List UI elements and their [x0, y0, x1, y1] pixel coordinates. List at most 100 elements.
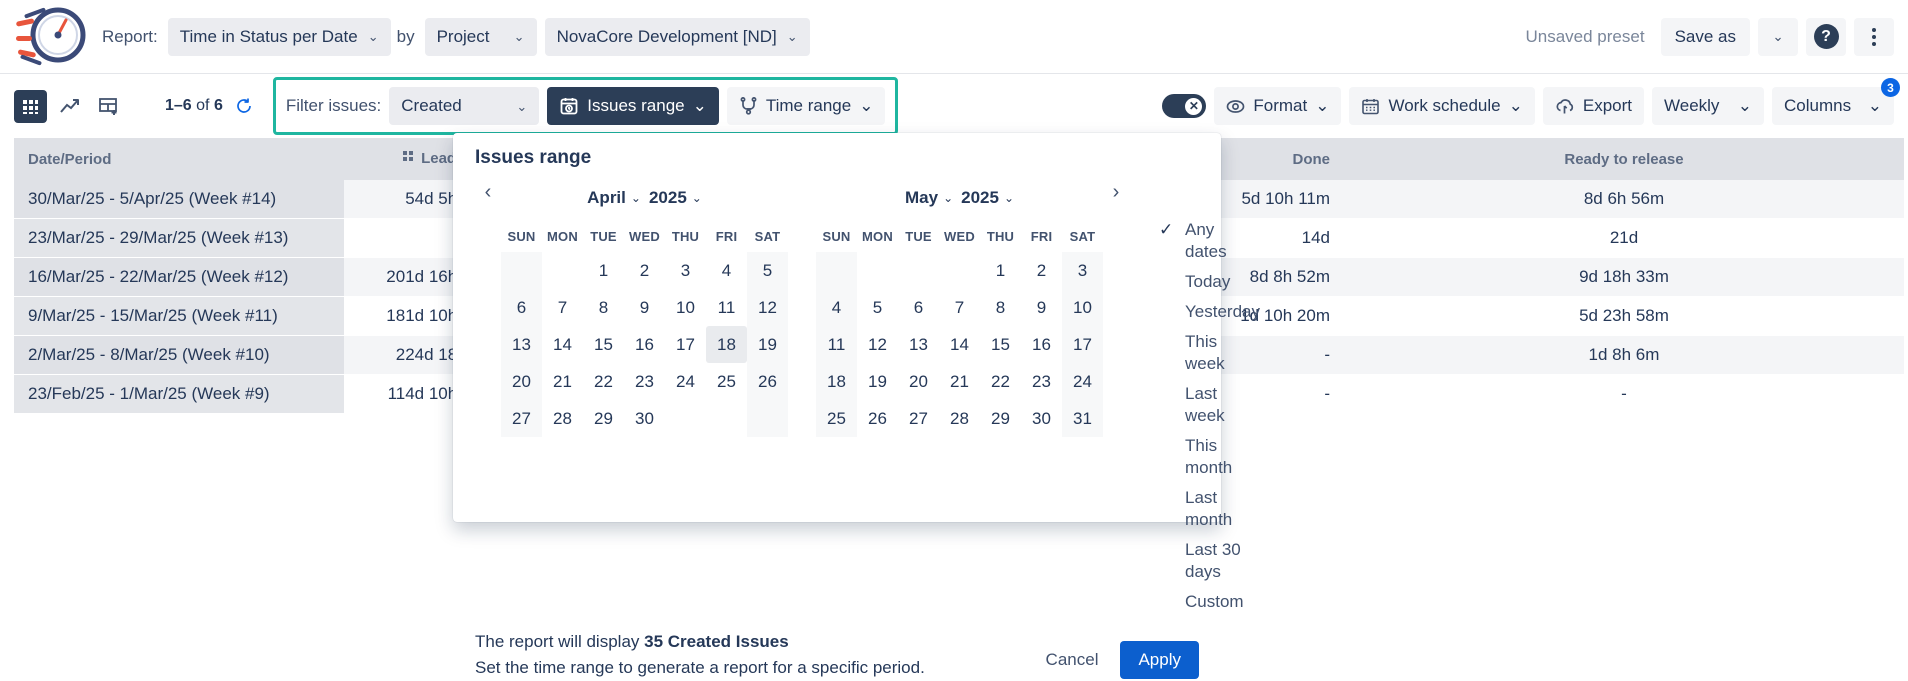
prev-month-button[interactable]: ‹ [484, 181, 492, 203]
calendar-day[interactable]: 19 [868, 372, 887, 391]
period-select[interactable]: Weekly ⌄ [1652, 87, 1764, 125]
calendar-day[interactable]: 18 [816, 363, 857, 400]
calendar-day[interactable]: 13 [909, 335, 928, 354]
calendar-day[interactable]: 27 [501, 400, 542, 437]
calendar-day[interactable]: 18 [706, 326, 747, 363]
preset-item[interactable]: Today [1155, 267, 1260, 297]
calendar-day[interactable]: 2 [639, 261, 650, 280]
calendar-day[interactable]: 15 [991, 335, 1010, 354]
preset-item[interactable]: Yesterday [1155, 297, 1260, 327]
calendar-day[interactable]: 9 [1036, 298, 1047, 317]
right-year-select[interactable]: 2025 ⌄ [961, 188, 1014, 208]
calendar-day[interactable]: 25 [816, 400, 857, 437]
calendar-day[interactable]: 20 [501, 363, 542, 400]
calendar-day[interactable]: 15 [594, 335, 613, 354]
export-button[interactable]: Export [1542, 87, 1644, 125]
filter-field-select[interactable]: Created ⌄ [389, 87, 540, 125]
calendar-day[interactable]: 27 [909, 409, 928, 428]
calendar-day[interactable]: 21 [950, 372, 969, 391]
calendar-day[interactable]: 1 [995, 261, 1006, 280]
preset-item[interactable]: ✓ Any dates [1155, 215, 1260, 267]
project-select[interactable]: NovaCore Development [ND] ⌄ [544, 17, 810, 56]
calendar-day[interactable]: 12 [747, 289, 788, 326]
time-range-button[interactable]: Time range ⌄ [726, 87, 886, 125]
calendar-day[interactable]: 25 [717, 372, 736, 391]
calendar-day[interactable]: 28 [553, 409, 572, 428]
preset-item[interactable]: This week [1155, 327, 1260, 379]
calendar-day[interactable]: 17 [1062, 326, 1103, 363]
calendar-day[interactable]: 4 [721, 261, 732, 280]
calendar-day[interactable]: 23 [1032, 372, 1051, 391]
columns-button[interactable]: Columns ⌄ [1772, 87, 1894, 125]
calendar-day[interactable]: 1 [598, 261, 609, 280]
preset-item[interactable]: Last 30 days [1155, 535, 1260, 587]
column-header-date[interactable]: Date/Period [14, 138, 344, 180]
calendar-day[interactable]: 7 [557, 298, 568, 317]
calendar-day[interactable]: 9 [639, 298, 650, 317]
table-view-icon[interactable] [92, 90, 125, 123]
calendar-day[interactable]: 29 [991, 409, 1010, 428]
calendar-day[interactable]: 6 [501, 289, 542, 326]
column-header-ready-to-release[interactable]: Ready to release [1344, 138, 1904, 180]
calendar-day[interactable]: 12 [868, 335, 887, 354]
save-as-dropdown-button[interactable]: ⌄ [1758, 17, 1798, 56]
calendar-day[interactable]: 14 [950, 335, 969, 354]
calendar-day[interactable]: 11 [717, 298, 736, 317]
cancel-button[interactable]: Cancel [1034, 642, 1111, 678]
more-options-button[interactable] [1854, 17, 1894, 56]
report-type-select[interactable]: Time in Status per Date ⌄ [167, 17, 391, 56]
calendar-day[interactable]: 3 [680, 261, 691, 280]
calendar-day[interactable]: 4 [816, 289, 857, 326]
calendar-day[interactable]: 13 [501, 326, 542, 363]
left-year-select[interactable]: 2025 ⌄ [649, 188, 702, 208]
preset-item[interactable]: Custom [1155, 587, 1260, 617]
calendar-day[interactable]: 2 [1036, 261, 1047, 280]
calendar-day[interactable]: 7 [954, 298, 965, 317]
calendar-day[interactable]: 17 [676, 335, 695, 354]
calendar-day[interactable]: 16 [635, 335, 654, 354]
calendar-day[interactable]: 10 [1062, 289, 1103, 326]
calendar-day[interactable]: 30 [635, 409, 654, 428]
next-month-button[interactable]: › [1112, 181, 1120, 203]
calendar-day[interactable]: 16 [1032, 335, 1051, 354]
calendar-day[interactable]: 31 [1062, 400, 1103, 437]
calendar-day[interactable]: 5 [872, 298, 883, 317]
calendar-day[interactable]: 8 [598, 298, 609, 317]
help-button[interactable]: ? [1806, 17, 1846, 56]
grid-view-icon[interactable] [14, 89, 47, 123]
format-button[interactable]: Format ⌄ [1214, 87, 1342, 125]
calendar-day[interactable]: 29 [594, 409, 613, 428]
left-month-select[interactable]: April ⌄ [587, 188, 641, 208]
group-by-select[interactable]: Project ⌄ [424, 17, 537, 56]
issues-range-button[interactable]: Issues range ⌄ [547, 87, 719, 125]
filter-toggle[interactable]: ✕ [1162, 94, 1207, 118]
preset-item[interactable]: Last week [1155, 379, 1260, 431]
calendar-day[interactable]: 6 [913, 298, 924, 317]
refresh-icon[interactable] [235, 97, 253, 115]
calendar-day[interactable]: 14 [553, 335, 572, 354]
calendar-day[interactable]: 8 [995, 298, 1006, 317]
calendar-day[interactable]: 24 [1062, 363, 1103, 400]
calendar-day[interactable]: 19 [747, 326, 788, 363]
calendar-day[interactable]: 24 [676, 372, 695, 391]
preset-item[interactable]: This month [1155, 431, 1260, 483]
calendar-day[interactable]: 10 [676, 298, 695, 317]
calendar-day[interactable]: 11 [816, 326, 857, 363]
chart-view-icon[interactable] [53, 90, 86, 123]
calendar-day[interactable]: 23 [635, 372, 654, 391]
calendar-day[interactable]: 3 [1062, 252, 1103, 289]
right-month-select[interactable]: May ⌄ [905, 188, 953, 208]
calendar-day[interactable]: 30 [1032, 409, 1051, 428]
save-as-button[interactable]: Save as [1660, 17, 1750, 56]
apply-button[interactable]: Apply [1120, 641, 1199, 679]
calendar-day[interactable]: 21 [553, 372, 572, 391]
preset-item[interactable]: Last month [1155, 483, 1260, 535]
calendar-day[interactable]: 5 [747, 252, 788, 289]
calendar-day[interactable]: 28 [950, 409, 969, 428]
calendar-day[interactable]: 26 [747, 363, 788, 400]
calendar-day[interactable]: 26 [868, 409, 887, 428]
calendar-day[interactable]: 20 [909, 372, 928, 391]
work-schedule-button[interactable]: Work schedule ⌄ [1349, 87, 1535, 125]
calendar-day[interactable]: 22 [594, 372, 613, 391]
calendar-day[interactable]: 22 [991, 372, 1010, 391]
